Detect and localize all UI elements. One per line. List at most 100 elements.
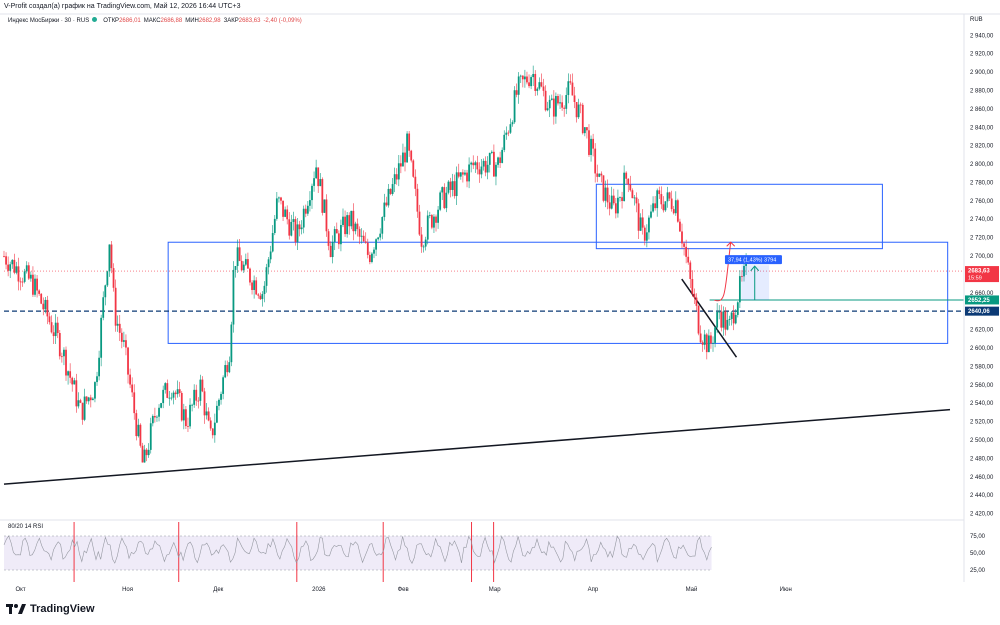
y-tick-label: 2 820,00	[970, 144, 994, 150]
candle-body	[42, 303, 45, 310]
candle-body	[526, 76, 528, 83]
candle-body	[691, 279, 694, 294]
candle-body	[151, 416, 154, 424]
candle-body	[726, 319, 729, 330]
measure-label: 37,94 (1,43%) 3794	[728, 258, 776, 264]
candle-body	[418, 211, 421, 235]
candle-body	[265, 267, 268, 286]
y-tick-label: 2 560,00	[970, 383, 994, 389]
candle-body	[294, 219, 297, 243]
candle-body	[354, 223, 357, 232]
candle-body	[79, 400, 82, 403]
candle-body	[530, 77, 533, 87]
candle-body	[228, 362, 231, 373]
price-tag-bg	[965, 295, 999, 305]
candle-body	[408, 133, 411, 151]
candle-body	[29, 274, 32, 279]
candle-body	[536, 88, 539, 91]
candle-body	[470, 162, 473, 165]
x-tick-label: Дек	[213, 587, 223, 593]
candle-body	[387, 188, 390, 206]
candle-body	[236, 247, 239, 267]
candle-body	[172, 392, 175, 398]
candle-body	[273, 218, 276, 234]
candle-body	[728, 318, 731, 320]
candle-body	[81, 402, 84, 420]
candle-body	[203, 391, 206, 416]
candle-body	[443, 187, 446, 209]
candle-body	[96, 376, 98, 383]
candle-body	[555, 96, 557, 117]
y-tick-label: 2 540,00	[970, 401, 994, 407]
candle-body	[40, 293, 43, 304]
candle-body	[497, 157, 499, 165]
candle-body	[11, 259, 14, 265]
candle-body	[54, 322, 57, 337]
candle-body	[600, 173, 603, 176]
candle-body	[528, 82, 530, 87]
candle-body	[182, 409, 185, 421]
candle-body	[261, 294, 264, 300]
candle-body	[164, 383, 167, 390]
candle-body	[317, 167, 320, 187]
candle-body	[220, 393, 222, 400]
candle-body	[451, 181, 454, 190]
price-tag-value: 2652,25	[968, 298, 990, 304]
candle-body	[371, 253, 373, 262]
candle-body	[648, 217, 650, 233]
candle-body	[660, 194, 663, 205]
candle-body	[399, 163, 402, 167]
candle-body	[321, 179, 324, 213]
candle-body	[141, 445, 144, 463]
candle-body	[476, 162, 479, 170]
candle-body	[340, 225, 342, 245]
candle-body	[226, 365, 229, 373]
candle-body	[730, 312, 733, 319]
y-tick-label: 2 480,00	[970, 456, 994, 462]
candle-body	[118, 323, 121, 333]
candle-body	[269, 251, 272, 260]
candle-body	[430, 215, 433, 228]
candle-body	[534, 73, 537, 91]
candle-body	[672, 209, 675, 214]
candle-body	[734, 314, 737, 324]
candle-body	[296, 224, 299, 243]
candle-body	[44, 299, 47, 310]
candle-body	[205, 411, 208, 416]
candle-body	[559, 102, 561, 104]
candle-body	[445, 192, 448, 209]
candle-body	[563, 107, 566, 109]
candle-body	[548, 99, 551, 109]
candle-body	[100, 317, 103, 358]
candle-body	[199, 379, 202, 401]
candle-body	[393, 174, 396, 185]
candle-body	[366, 242, 369, 255]
high-label: МАКС	[143, 18, 161, 24]
candle-body	[71, 377, 74, 385]
candle-body	[257, 294, 260, 296]
high-value: 2686,88	[160, 18, 183, 24]
candle-body	[364, 241, 367, 243]
candle-body	[375, 239, 377, 250]
candle-body	[712, 342, 714, 344]
candle-body	[292, 219, 295, 222]
candle-body	[571, 82, 574, 96]
candle-body	[426, 215, 429, 240]
candle-body	[410, 150, 413, 161]
candle-body	[373, 249, 375, 254]
candle-body	[414, 176, 417, 189]
y-tick-label: 2 440,00	[970, 493, 994, 499]
candle-body	[5, 256, 7, 265]
candle-body	[579, 104, 582, 106]
candle-body	[670, 198, 673, 210]
y-tick-label: 2 620,00	[970, 328, 994, 334]
candle-body	[573, 95, 576, 103]
candle-body	[379, 233, 382, 238]
forecast-arrow-head	[726, 241, 736, 247]
candle-body	[441, 187, 444, 193]
candle-body	[3, 256, 5, 257]
candle-body	[112, 268, 115, 288]
candle-body	[707, 335, 710, 353]
candle-body	[52, 332, 55, 337]
